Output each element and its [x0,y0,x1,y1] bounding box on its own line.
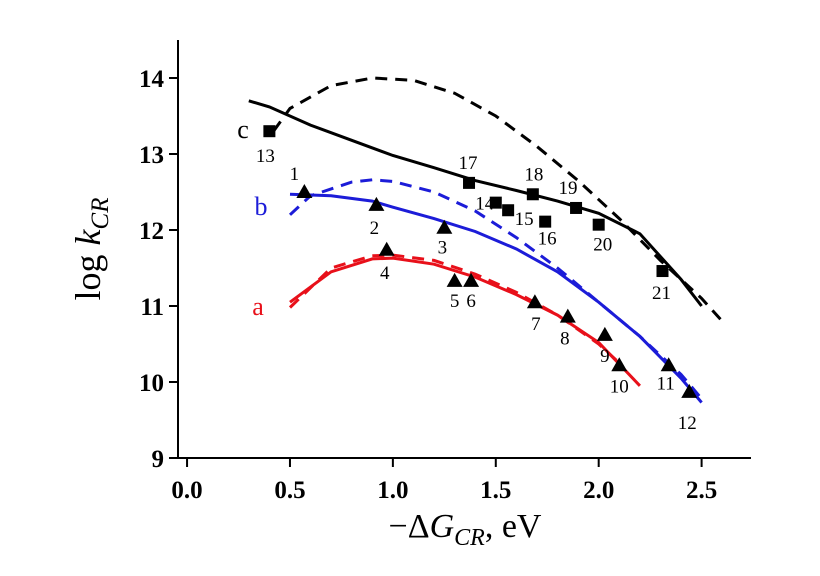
square-point [489,196,502,209]
x-tick-label: 1.5 [480,477,511,504]
x-tick-label: 0.0 [171,477,202,504]
triangle-point [611,357,628,372]
square-point [592,218,605,231]
x-tick-label: 2.0 [583,477,614,504]
triangle-point [681,383,698,398]
square-point [656,265,669,278]
point-label: 20 [593,235,612,256]
y-tick-label: 11 [140,294,164,321]
curve-label: b [255,192,268,221]
x-tick-label: 2.5 [686,477,717,504]
y-axis-title: log kCR [68,198,114,301]
point-label: 8 [560,329,570,350]
square-point [526,188,539,201]
triangle-point [446,272,463,287]
point-label: 15 [515,209,534,230]
curve [248,99,703,307]
triangle-point [463,272,480,287]
curve-label: c [237,115,249,144]
point-label: 18 [524,164,543,185]
triangle-point [368,196,385,211]
x-axis-title-part: −Δ [389,508,430,545]
point-label: 3 [438,238,448,259]
point-label: 17 [459,153,478,174]
curve [289,192,703,404]
square-point [463,176,476,189]
point-label: 10 [610,376,629,397]
square-point [539,215,552,228]
triangle-point [296,184,313,198]
triangle-point [378,241,395,256]
x-tick-label: 0.5 [274,477,305,504]
triangle-point [596,326,613,341]
x-tick-label: 1.0 [377,477,408,504]
triangle-point [436,219,453,234]
curve [288,253,621,365]
y-axis-title-part: k [68,228,108,245]
square-point [570,201,583,214]
square-point [263,125,276,138]
x-axis-title-part: G [430,508,455,545]
triangle-point [660,357,677,372]
point-label: 7 [531,314,541,335]
curve [288,178,703,400]
triangle-point [559,308,576,323]
point-label: 13 [256,146,275,167]
x-axis-title: −ΔGCR, eV [389,508,542,551]
point-label: 9 [600,346,610,367]
point-label: 14 [475,194,495,215]
curve-label: a [252,292,264,321]
x-axis-title-part: CR [454,525,485,551]
y-tick-label: 12 [139,218,164,245]
square-point [502,204,515,217]
point-label: 1 [290,164,300,185]
y-tick-label: 13 [139,142,164,169]
point-label: 2 [370,218,380,239]
point-label: 6 [466,291,476,312]
x-axis-title-part: , eV [485,508,542,545]
point-label: 21 [652,283,671,304]
curve [272,76,724,323]
y-axis-title-part: log [68,245,108,300]
y-axis-title-part: CR [87,198,114,230]
point-label: 12 [678,413,697,434]
point-label: 5 [450,291,460,312]
y-tick-label: 9 [152,446,165,473]
point-label: 19 [559,178,578,199]
y-tick-label: 10 [139,370,164,397]
point-label: 4 [380,263,390,284]
triangle-point [526,294,543,309]
point-label: 11 [657,373,675,394]
point-label: 16 [538,229,557,250]
y-tick-label: 14 [139,66,165,93]
